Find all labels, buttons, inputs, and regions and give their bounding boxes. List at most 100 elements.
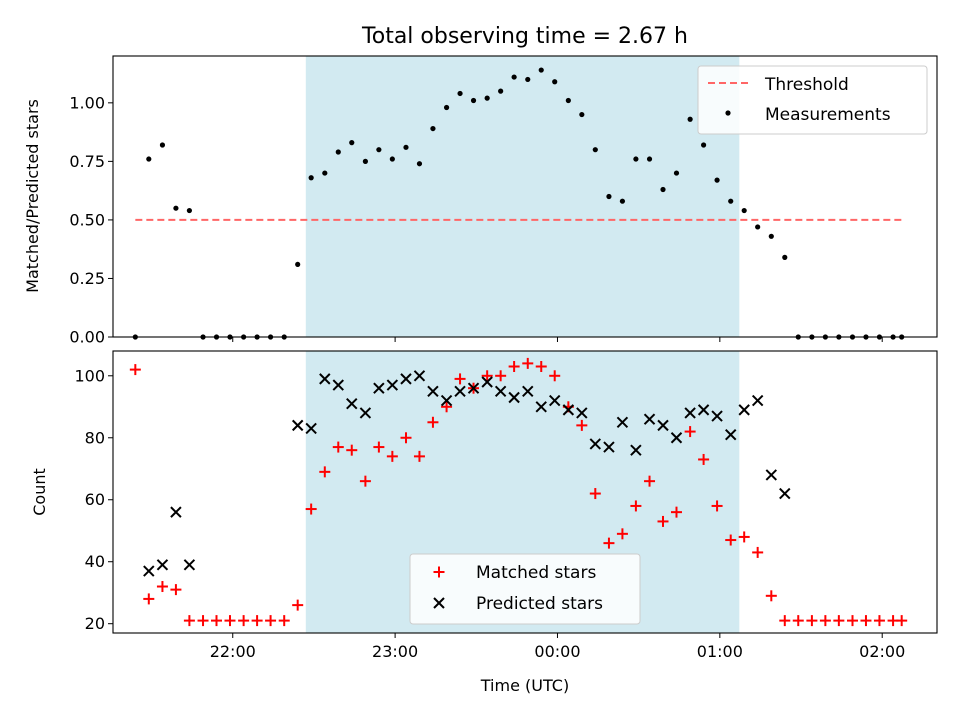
ratio-panel-frame [112, 55, 938, 338]
predicted-star-point [170, 506, 182, 518]
legend-predicted-swatch [433, 597, 445, 609]
chart-title: Total observing time = 2.67 h [361, 24, 688, 49]
predicted-star-point [291, 419, 304, 432]
measurement-point [403, 144, 409, 150]
measurement-point [687, 116, 693, 122]
matched-star-point [752, 546, 764, 558]
matched-star-point [359, 475, 371, 487]
measurement-point [146, 156, 152, 162]
measurement-point [443, 104, 450, 111]
measurement-point [525, 76, 531, 83]
predicted-star-point [522, 385, 534, 397]
matched-star-point [278, 615, 290, 627]
matched-star-point [454, 373, 466, 385]
predicted-star-point [346, 397, 358, 410]
measurement-point [511, 74, 517, 80]
matched-star-point [238, 615, 250, 627]
matched-star-point [738, 531, 750, 543]
measurement-point [673, 170, 680, 176]
predicted-star-point [725, 428, 737, 441]
matched-star-point [292, 599, 304, 611]
y-tick-label: 1.00 [69, 93, 105, 112]
matched-star-point [197, 615, 209, 627]
matched-star-point [576, 419, 588, 431]
legend-matched-swatch [433, 566, 445, 578]
matched-star-point [156, 581, 168, 593]
measurement-point [633, 156, 639, 162]
predicted-star-point [535, 401, 547, 413]
predicted-star-point [373, 382, 385, 394]
matched-star-point [698, 453, 710, 465]
predicted-star-point [616, 416, 629, 428]
matched-star-point [725, 534, 737, 546]
legend-measurements-swatch [725, 110, 731, 116]
matched-star-point [670, 506, 682, 518]
y-tick-label: 0.25 [69, 269, 105, 288]
matched-star-point [413, 450, 425, 462]
predicted-star-point [440, 394, 453, 407]
matched-star-point [143, 593, 155, 605]
matched-star-point [549, 370, 561, 382]
measurement-point [173, 205, 179, 211]
x-tick-label: 01:00 [697, 642, 743, 661]
matched-star-point [346, 444, 358, 456]
predicted-star-point [183, 559, 196, 571]
measurement-point [755, 224, 761, 230]
measurement-point [335, 149, 341, 155]
measurement-point [701, 142, 707, 148]
measurement-point [782, 254, 788, 260]
x-axis-label: Time (UTC) [480, 676, 569, 695]
matched-star-point [806, 615, 818, 627]
matched-star-point [873, 615, 885, 627]
measurement-point [416, 161, 423, 167]
legend-threshold-label: Threshold [764, 75, 849, 95]
predicted-star-point [494, 385, 507, 397]
predicted-star-point [319, 373, 331, 385]
ratio-legend: Threshold Measurements [697, 65, 928, 135]
matched-star-point [400, 432, 412, 444]
matched-star-point [427, 416, 439, 428]
predicted-star-point [467, 382, 480, 394]
y-tick-label: 0.00 [69, 328, 105, 347]
matched-star-point [265, 615, 277, 627]
predicted-star-point [400, 373, 412, 385]
predicted-star-point [765, 469, 778, 481]
matched-star-point [630, 500, 642, 512]
x-tick-label: 23:00 [372, 642, 418, 661]
predicted-star-point [427, 385, 439, 397]
matched-star-point [535, 360, 547, 372]
matched-star-point [211, 615, 223, 627]
matched-star-point [495, 370, 507, 382]
predicted-star-point [589, 438, 602, 450]
matched-star-point [792, 615, 804, 627]
count-legend: Matched stars Predicted stars [409, 553, 641, 625]
predicted-star-point [630, 444, 642, 456]
predicted-star-point [603, 441, 615, 453]
predicted-star-point [305, 422, 317, 435]
measurement-point [159, 142, 166, 148]
ratio-legend-box [697, 65, 928, 135]
predicted-star-point [697, 404, 710, 416]
matched-star-point [644, 475, 656, 487]
predicted-star-point [454, 385, 466, 397]
measurement-point [484, 95, 490, 101]
matched-star-point [129, 364, 141, 376]
ratio-y-axis-label: Matched/Predicted stars [23, 99, 42, 293]
x-tick-label: 00:00 [534, 642, 580, 661]
matched-star-point [711, 500, 723, 512]
matched-star-point [508, 360, 520, 372]
measurement-point [376, 147, 382, 153]
predicted-star-point [549, 394, 561, 407]
measurement-point [457, 90, 463, 97]
predicted-star-point [413, 370, 426, 382]
measurement-point [660, 186, 666, 193]
matched-star-point [833, 615, 845, 627]
predicted-star-point [481, 376, 493, 388]
predicted-star-point [576, 407, 588, 419]
count-panel-frame [112, 350, 938, 634]
measurement-point [646, 156, 653, 162]
matched-star-point [183, 615, 195, 627]
matched-star-point [765, 590, 777, 602]
predicted-star-point [562, 404, 575, 416]
y-tick-label: 20 [85, 614, 105, 633]
